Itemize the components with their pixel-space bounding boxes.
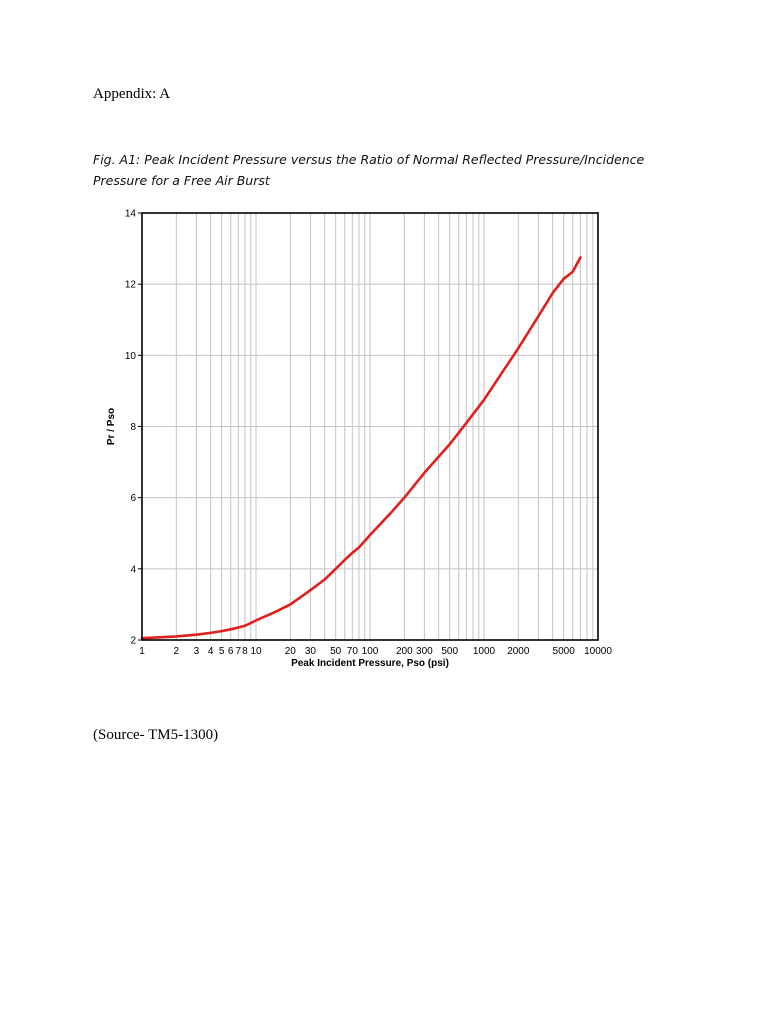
y-tick-label: 12 — [125, 280, 137, 291]
figure-caption: Fig. A1: Peak Incident Pressure versus t… — [93, 149, 693, 191]
y-tick-label: 10 — [125, 351, 137, 362]
y-tick-label: 8 — [130, 422, 136, 433]
y-tick-label: 2 — [130, 636, 136, 647]
x-tick-label: 30 — [305, 646, 317, 657]
y-tick-label: 6 — [130, 493, 136, 504]
x-tick-label: 8 — [242, 646, 248, 657]
x-tick-label: 500 — [441, 646, 458, 657]
x-tick-label: 4 — [208, 646, 214, 657]
x-tick-label: 1 — [139, 646, 145, 657]
plot-frame — [141, 212, 599, 641]
x-tick-label: 10 — [250, 646, 262, 657]
source-note: (Source- TM5-1300) — [93, 727, 219, 743]
y-tick-label: 4 — [130, 564, 136, 575]
x-tick-label: 10000 — [584, 646, 612, 657]
y-axis-label: Pr / Pso — [106, 408, 117, 445]
x-axis-label: Peak Incident Pressure, Pso (psi) — [291, 658, 449, 669]
appendix-heading: Appendix: A — [93, 86, 171, 102]
x-tick-label: 20 — [285, 646, 297, 657]
x-tick-label: 1000 — [473, 646, 496, 657]
x-tick-label: 6 — [228, 646, 234, 657]
y-tick-label: 14 — [125, 209, 137, 220]
x-tick-label: 2000 — [507, 646, 530, 657]
x-tick-label: 300 — [416, 646, 433, 657]
figure-caption-line-1: Fig. A1: Peak Incident Pressure versus t… — [93, 152, 645, 167]
x-tick-label: 3 — [194, 646, 200, 657]
x-tick-label: 70 — [347, 646, 359, 657]
x-tick-label: 5 — [219, 646, 225, 657]
x-tick-label: 50 — [330, 646, 342, 657]
x-tick-label: 2 — [174, 646, 180, 657]
series-line — [140, 256, 582, 640]
figure-caption-line-2: Pressure for a Free Air Burst — [93, 173, 270, 188]
x-tick-label: 200 — [396, 646, 413, 657]
x-tick-label: 7 — [236, 646, 242, 657]
x-tick-label: 100 — [362, 646, 379, 657]
x-tick-label: 5000 — [553, 646, 576, 657]
chart: 2 4 6 8 10 12 14 1 2 3 4 5 6 7 8 10 20 30 50 70 100 200 300 500… — [95, 200, 625, 680]
